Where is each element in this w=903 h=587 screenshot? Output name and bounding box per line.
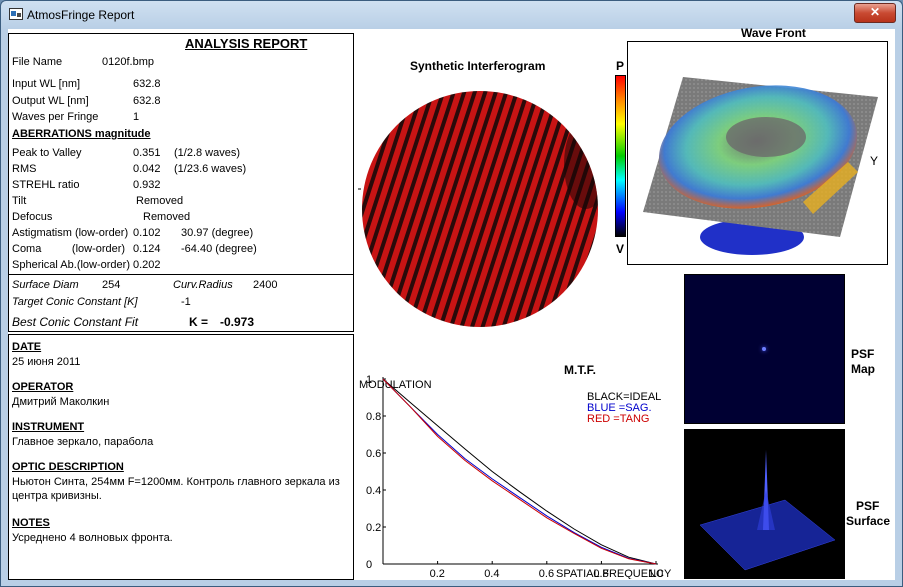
date-value: 25 июня 2011 [12, 356, 81, 368]
input-wl-label: Input WL [nm] [12, 78, 81, 90]
psf-surface-label-1: PSF [856, 499, 880, 513]
psf-surface-label-2: Surface [846, 514, 891, 528]
psf-map-label-1: PSF [851, 347, 875, 361]
mtf-legend-entry: BLUE =SAG. [587, 402, 652, 414]
astigmatism-label: Astigmatism (low-order) [12, 227, 129, 239]
app-icon [9, 8, 23, 20]
pv-label: Peak to Valley [12, 147, 82, 159]
k-value: -0.973 [220, 315, 255, 329]
mtf-x-tick-label: 0.4 [484, 568, 499, 579]
mtf-x-tick-label: 0.6 [539, 568, 554, 579]
best-conic-label: Best Conic Constant Fit [12, 315, 139, 329]
mtf-series-ideal [382, 378, 657, 565]
rms-label: RMS [12, 163, 37, 175]
defocus-value: Removed [143, 211, 191, 223]
rms-waves: (1/23.6 waves) [174, 163, 247, 175]
target-conic-value: -1 [181, 296, 191, 308]
strehl-label: STREHL ratio [12, 179, 80, 191]
optic-line-2: центра кривизны. [12, 490, 102, 502]
wavefront-axis-y: Y [870, 154, 878, 168]
scale-top-label: P [616, 59, 625, 73]
psf-map-label-2: Map [851, 362, 875, 376]
pv-value: 0.351 [133, 147, 161, 159]
operator-value: Дмитрий Маколкин [12, 396, 110, 408]
mtf-y-tick-label: 1 [366, 374, 372, 386]
notes-heading: NOTES [12, 517, 50, 529]
coma-degree: -64.40 (degree) [181, 243, 257, 255]
window-title: AtmosFringe Report [27, 8, 135, 22]
mtf-y-tick-label: 0.4 [366, 485, 381, 497]
report-canvas: ANALYSIS REPORT File Name 0120f.bmp Inpu… [8, 26, 895, 580]
mtf-legend-entry: RED =TANG [587, 413, 649, 425]
mtf-x-tick-label: 0.8 [593, 568, 608, 579]
curv-radius-label: Curv.Radius [173, 279, 233, 291]
defocus-label: Defocus [12, 211, 53, 223]
file-name-value: 0120f.bmp [102, 56, 154, 68]
psf-surface-plot [699, 450, 836, 571]
spherical-value: 0.202 [133, 259, 161, 271]
astigmatism-value: 0.102 [133, 227, 161, 239]
interferogram-image [358, 91, 598, 327]
mtf-xlabel: SPATIAL FREQUENCY [556, 568, 672, 579]
mtf-legend-entry: BLACK=IDEAL [587, 391, 661, 403]
curv-radius-value: 2400 [253, 279, 278, 291]
title-bar[interactable]: AtmosFringe Report ✕ [1, 1, 902, 29]
close-icon: ✕ [869, 5, 881, 19]
aberrations-heading: ABERRATIONS magnitude [12, 128, 151, 140]
pv-waves: (1/2.8 waves) [174, 147, 241, 159]
report-divider [9, 274, 353, 275]
scale-bottom-label: V [616, 242, 625, 256]
close-button[interactable]: ✕ [854, 3, 896, 23]
date-heading: DATE [12, 341, 42, 353]
spherical-label: Spherical Ab.(low-order) [12, 259, 130, 271]
tilt-value: Removed [136, 195, 184, 207]
mtf-title: M.T.F. [564, 363, 596, 377]
tilt-label: Tilt [12, 195, 27, 207]
wavefront-surface: Y [643, 77, 878, 255]
output-wl-label: Output WL [nm] [12, 95, 89, 107]
analysis-report-heading: ANALYSIS REPORT [185, 36, 308, 51]
waves-label: Waves per Fringe [12, 111, 99, 123]
mtf-y-tick-label: 0.8 [366, 411, 381, 423]
k-label: K = [189, 315, 209, 329]
mtf-series-sag [382, 378, 657, 565]
surface-diam-label: Surface Diam [12, 279, 79, 291]
psf-map-panel [684, 274, 845, 424]
optic-heading: OPTIC DESCRIPTION [12, 461, 124, 473]
coma-value: 0.124 [133, 243, 161, 255]
waves-value: 1 [133, 111, 140, 123]
psf-surface-panel [684, 429, 845, 579]
mtf-series-tang [382, 378, 657, 565]
wavefront-title: Wave Front [741, 26, 806, 40]
instrument-value: Главное зеркало, парабола [12, 436, 154, 448]
optic-line-1: Ньютон Синта, 254мм F=1200мм. Контроль г… [12, 476, 340, 488]
info-panel: DATE 25 июня 2011 OPERATOR Дмитрий Макол… [8, 334, 354, 580]
mtf-x-tick-label: 0.2 [430, 568, 445, 579]
interferogram-title: Synthetic Interferogram [410, 59, 546, 73]
analysis-report-panel: ANALYSIS REPORT File Name 0120f.bmp Inpu… [8, 33, 354, 332]
mtf-y-tick-label: 0.2 [366, 522, 381, 534]
wavefront-panel: Y [627, 41, 888, 265]
notes-value: Усреднено 4 волновых фронта. [12, 532, 173, 544]
mtf-chart: MODULATION SPATIAL FREQUENCY 0 0.2 0.4 0.6 0… [359, 374, 672, 579]
instrument-heading: INSTRUMENT [12, 421, 85, 433]
astigmatism-degree: 30.97 (degree) [181, 227, 254, 239]
mtf-x-tick-label: 1.0 [648, 568, 663, 579]
mtf-ylabel: MODULATION [359, 379, 432, 391]
surface-diam-value: 254 [102, 279, 121, 291]
rms-value: 0.042 [133, 163, 161, 175]
file-name-label: File Name [12, 56, 63, 68]
output-wl-value: 632.8 [133, 95, 161, 107]
color-scale-bar [615, 75, 626, 237]
mtf-y-tick-label: 0 [366, 559, 372, 571]
operator-heading: OPERATOR [12, 381, 74, 393]
target-conic-label: Target Conic Constant [K] [12, 296, 138, 308]
coma-label: Coma (low-order) [12, 243, 126, 255]
strehl-value: 0.932 [133, 179, 161, 191]
mtf-y-tick-label: 0.6 [366, 448, 381, 460]
psf-map-spot [762, 347, 766, 351]
input-wl-value: 632.8 [133, 78, 161, 90]
